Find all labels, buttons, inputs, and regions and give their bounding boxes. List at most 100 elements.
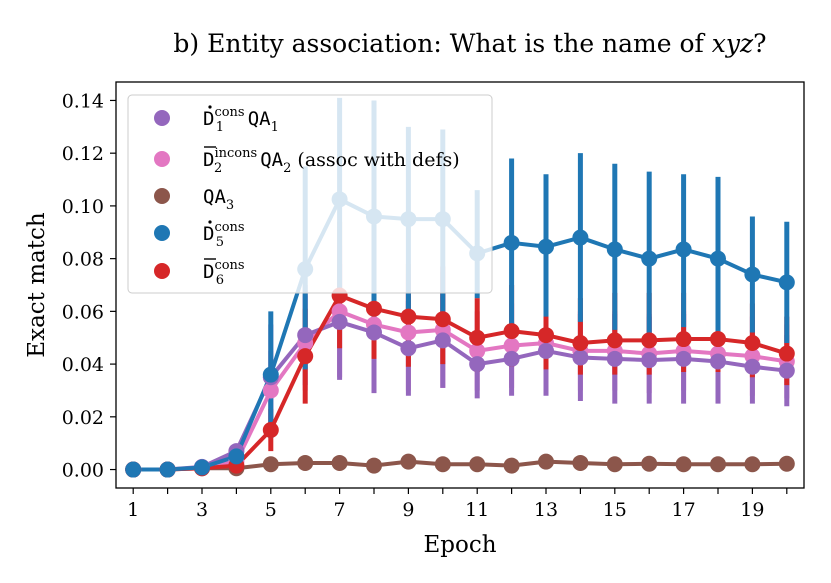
point-s1-9 — [400, 324, 417, 341]
point-s4-10 — [434, 311, 451, 328]
point-s2-10 — [434, 456, 451, 473]
point-s2-5 — [262, 456, 279, 473]
labels: b) Entity association: What is the name … — [24, 29, 767, 558]
legend-label-4: Dcons 6 — [203, 258, 245, 288]
ytick-label-1: 0.02 — [62, 407, 104, 429]
point-s2-20 — [778, 455, 795, 472]
point-s3-2 — [159, 461, 176, 478]
xtick-label-17: 17 — [672, 499, 696, 521]
point-s0-12 — [503, 350, 520, 367]
y-axis-label: Exact match — [24, 212, 50, 358]
point-s4-8 — [366, 300, 382, 317]
point-s3-1 — [125, 461, 142, 478]
chart-title: b) Entity association: What is the name … — [173, 29, 766, 58]
point-s0-14 — [572, 349, 589, 366]
xtick-label-11: 11 — [465, 499, 489, 521]
point-s3-14 — [572, 229, 589, 246]
point-s0-9 — [400, 340, 417, 357]
legend-accent-dot-0 — [208, 105, 212, 109]
point-s4-9 — [400, 308, 417, 325]
series-points — [125, 191, 795, 478]
point-s4-12 — [503, 323, 520, 340]
point-s1-11 — [469, 342, 486, 359]
point-s3-13 — [538, 238, 554, 255]
plot-frame — [115, 81, 805, 489]
point-s2-7 — [331, 454, 348, 471]
point-s3-12 — [503, 234, 520, 251]
point-s3-18 — [710, 250, 726, 267]
legend-marker-2 — [154, 188, 170, 204]
point-s2-16 — [641, 455, 658, 472]
point-s3-5 — [262, 366, 279, 383]
x-axis-label: Epoch — [423, 532, 496, 558]
legend-marker-3 — [154, 225, 170, 241]
point-s0-17 — [675, 350, 692, 367]
legend-marker-0 — [154, 110, 170, 126]
point-s2-6 — [297, 454, 314, 471]
ytick-label-5: 0.10 — [62, 196, 104, 218]
point-s2-12 — [503, 457, 520, 474]
point-s4-15 — [606, 332, 623, 349]
point-s3-17 — [675, 241, 692, 258]
xtick-label-19: 19 — [740, 499, 764, 521]
point-s0-20 — [778, 362, 795, 379]
point-s0-13 — [538, 342, 554, 359]
legend-marker-1 — [154, 151, 170, 167]
point-s2-17 — [675, 456, 692, 473]
point-s4-14 — [572, 335, 589, 351]
point-s3-3 — [194, 459, 210, 476]
point-s2-9 — [400, 453, 417, 470]
legend-label-0: Dcons 1 QA1 — [203, 105, 279, 135]
ytick-label-4: 0.08 — [62, 249, 104, 271]
point-s1-5 — [262, 382, 279, 399]
point-s2-13 — [538, 453, 554, 470]
ytick-label-0: 0.00 — [62, 460, 104, 482]
legend: Dcons 1 QA1 Dincons 2 QA2 (assoc with defs) QA… — [127, 94, 493, 294]
xtick-label-1: 1 — [127, 499, 139, 521]
point-s0-16 — [641, 352, 658, 369]
point-s4-18 — [710, 331, 726, 348]
point-s0-11 — [469, 356, 486, 373]
xtick-label-3: 3 — [196, 499, 208, 521]
ytick-label-2: 0.04 — [62, 354, 104, 376]
point-s3-19 — [744, 266, 761, 283]
point-s0-19 — [744, 358, 761, 375]
point-s1-12 — [503, 337, 520, 354]
ytick-label-3: 0.06 — [62, 301, 104, 323]
point-s2-19 — [744, 456, 761, 473]
point-s0-7 — [331, 313, 348, 330]
point-s4-11 — [469, 329, 486, 346]
xtick-label-5: 5 — [265, 499, 277, 521]
point-s0-10 — [434, 332, 451, 349]
point-s2-18 — [710, 456, 726, 473]
point-s3-16 — [641, 250, 658, 267]
point-s3-4 — [228, 448, 245, 465]
point-s2-15 — [606, 456, 623, 473]
point-s4-6 — [297, 348, 314, 365]
legend-box — [127, 94, 493, 294]
point-s4-16 — [641, 332, 658, 349]
point-s4-20 — [778, 345, 795, 362]
ytick-label-7: 0.14 — [62, 90, 104, 112]
point-s0-15 — [606, 350, 623, 367]
xtick-label-7: 7 — [334, 499, 346, 521]
point-s4-13 — [538, 327, 554, 344]
legend-marker-4 — [154, 263, 170, 279]
xtick-label-9: 9 — [402, 499, 414, 521]
point-s0-8 — [366, 324, 382, 341]
legend-label-1: Dincons 2 QA2 (assoc with defs) — [203, 146, 460, 176]
point-s4-17 — [675, 331, 692, 348]
point-s4-19 — [744, 335, 761, 351]
xtick-label-13: 13 — [534, 499, 558, 521]
axes: 0.000.020.040.060.080.100.120.141 3 5 7 9 11 1… — [62, 81, 805, 521]
series-line-4 — [133, 293, 788, 472]
point-s2-11 — [469, 456, 486, 473]
legend-accent-dot-3 — [208, 220, 212, 224]
point-s3-15 — [606, 241, 623, 258]
point-s4-5 — [262, 422, 279, 438]
ytick-label-6: 0.12 — [62, 143, 104, 165]
point-s2-14 — [572, 454, 589, 471]
point-s0-6 — [297, 327, 314, 344]
xtick-label-15: 15 — [603, 499, 627, 521]
